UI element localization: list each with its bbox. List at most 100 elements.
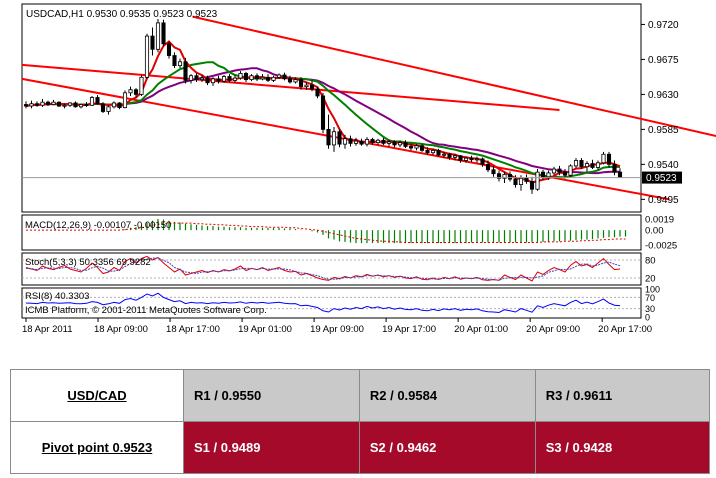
pair-cell: USD/CAD [10,369,184,422]
candle-body [199,77,205,81]
candle-body [331,131,337,146]
candle-body [293,79,298,83]
candle-body [177,61,183,67]
stoch-levels [22,259,641,279]
candle-body [282,74,287,80]
candle [100,102,106,114]
candle [474,156,480,163]
rsi-y-tick-label: 30 [645,304,655,314]
candle [144,33,150,79]
candle [348,135,353,147]
x-tick-label: 20 Apr 17:00 [598,324,652,335]
rsi-y-tick-label: 100 [645,285,660,295]
candle [551,166,557,176]
candle-body [474,158,480,161]
candle [326,114,331,149]
candle-body [188,75,194,81]
channel-line [192,15,716,137]
candle [392,140,397,148]
stoch-y-tick-label: 20 [645,274,656,285]
candle [34,101,40,107]
candle-body [62,104,67,107]
y-tick-label: 0.9540 [648,160,679,171]
candle [584,161,590,173]
rsi-pane-frame [21,287,642,319]
candle-body [287,78,293,83]
candle [238,71,243,80]
candle [381,137,386,145]
candle [595,160,601,170]
candle [403,140,408,149]
candle-body [502,174,507,179]
candle [62,103,67,109]
candle-body [304,84,309,88]
channel-line [21,63,560,111]
candle [111,101,117,109]
x-tick-label: 19 Apr 01:00 [238,324,292,335]
rsi-line [25,292,621,314]
candle-body [342,138,348,145]
candle [271,75,276,82]
candle [485,160,491,173]
candle [507,171,513,182]
candle-body [29,103,34,107]
candle-body [298,79,304,88]
candle-body [403,142,408,147]
candle-body [507,174,513,180]
candle [78,103,84,109]
candle-body [513,178,518,185]
stoch-y-ticks: 80 20 [645,256,656,285]
candle-body [546,172,551,178]
x-tick-label: 18 Apr 2011 [22,324,73,335]
price-chart: USDCAD,H1 0.9530 0.9535 0.9523 0.9523 0.… [21,3,716,335]
candle-body [100,103,106,112]
candle-body [568,165,573,176]
candle [304,81,309,90]
candle-body [40,101,45,106]
candle-body [496,173,502,179]
candle [342,134,348,149]
candle-body [56,101,62,107]
rsi-levels [22,296,641,310]
rsi-y-tick-label: 0 [645,313,650,323]
candle-body [183,61,188,81]
candle-body [309,84,315,90]
x-tick-label: 19 Apr 17:00 [382,324,436,335]
candle-body [67,102,73,106]
candle-body [518,177,524,185]
candle-body [452,155,458,158]
candle-body [144,35,150,78]
candle [293,77,298,84]
candle [40,99,45,107]
rsi-y-tick-label: 70 [645,293,655,303]
x-axis-ticks: 18 Apr 2011 18 Apr 09:00 18 Apr 17:00 19 Ap… [22,318,652,335]
main-title: USDCAD,H1 0.9530 0.9535 0.9523 0.9523 [26,9,218,20]
candle [243,71,249,82]
candle-body [601,153,606,164]
candle [452,154,458,161]
candle-body [419,145,425,151]
candle-body [447,153,452,158]
macd-pane-frame [21,214,642,251]
candle-body [485,163,491,171]
candle-body [590,163,595,168]
candle [557,165,562,176]
candle-body [23,104,29,107]
candle [337,129,342,148]
macd-y-tick-label: 0.0019 [645,214,674,225]
candle-body [359,140,364,145]
candle-body [579,160,584,168]
candle-body [414,145,419,149]
candle-body [133,89,139,95]
macd-signal-line [26,222,626,243]
macd-y-tick-label: 0.00 [645,226,664,237]
candle-body [51,101,56,105]
macd-title: MACD(12,26,9) -0.00107 -0.00150 [25,220,171,231]
candle [397,141,403,148]
candle [232,74,238,83]
candle-body [617,171,623,178]
candle-body [348,138,353,144]
s1-cell: S1 / 0.9489 [183,421,360,474]
candle-body [34,103,40,106]
